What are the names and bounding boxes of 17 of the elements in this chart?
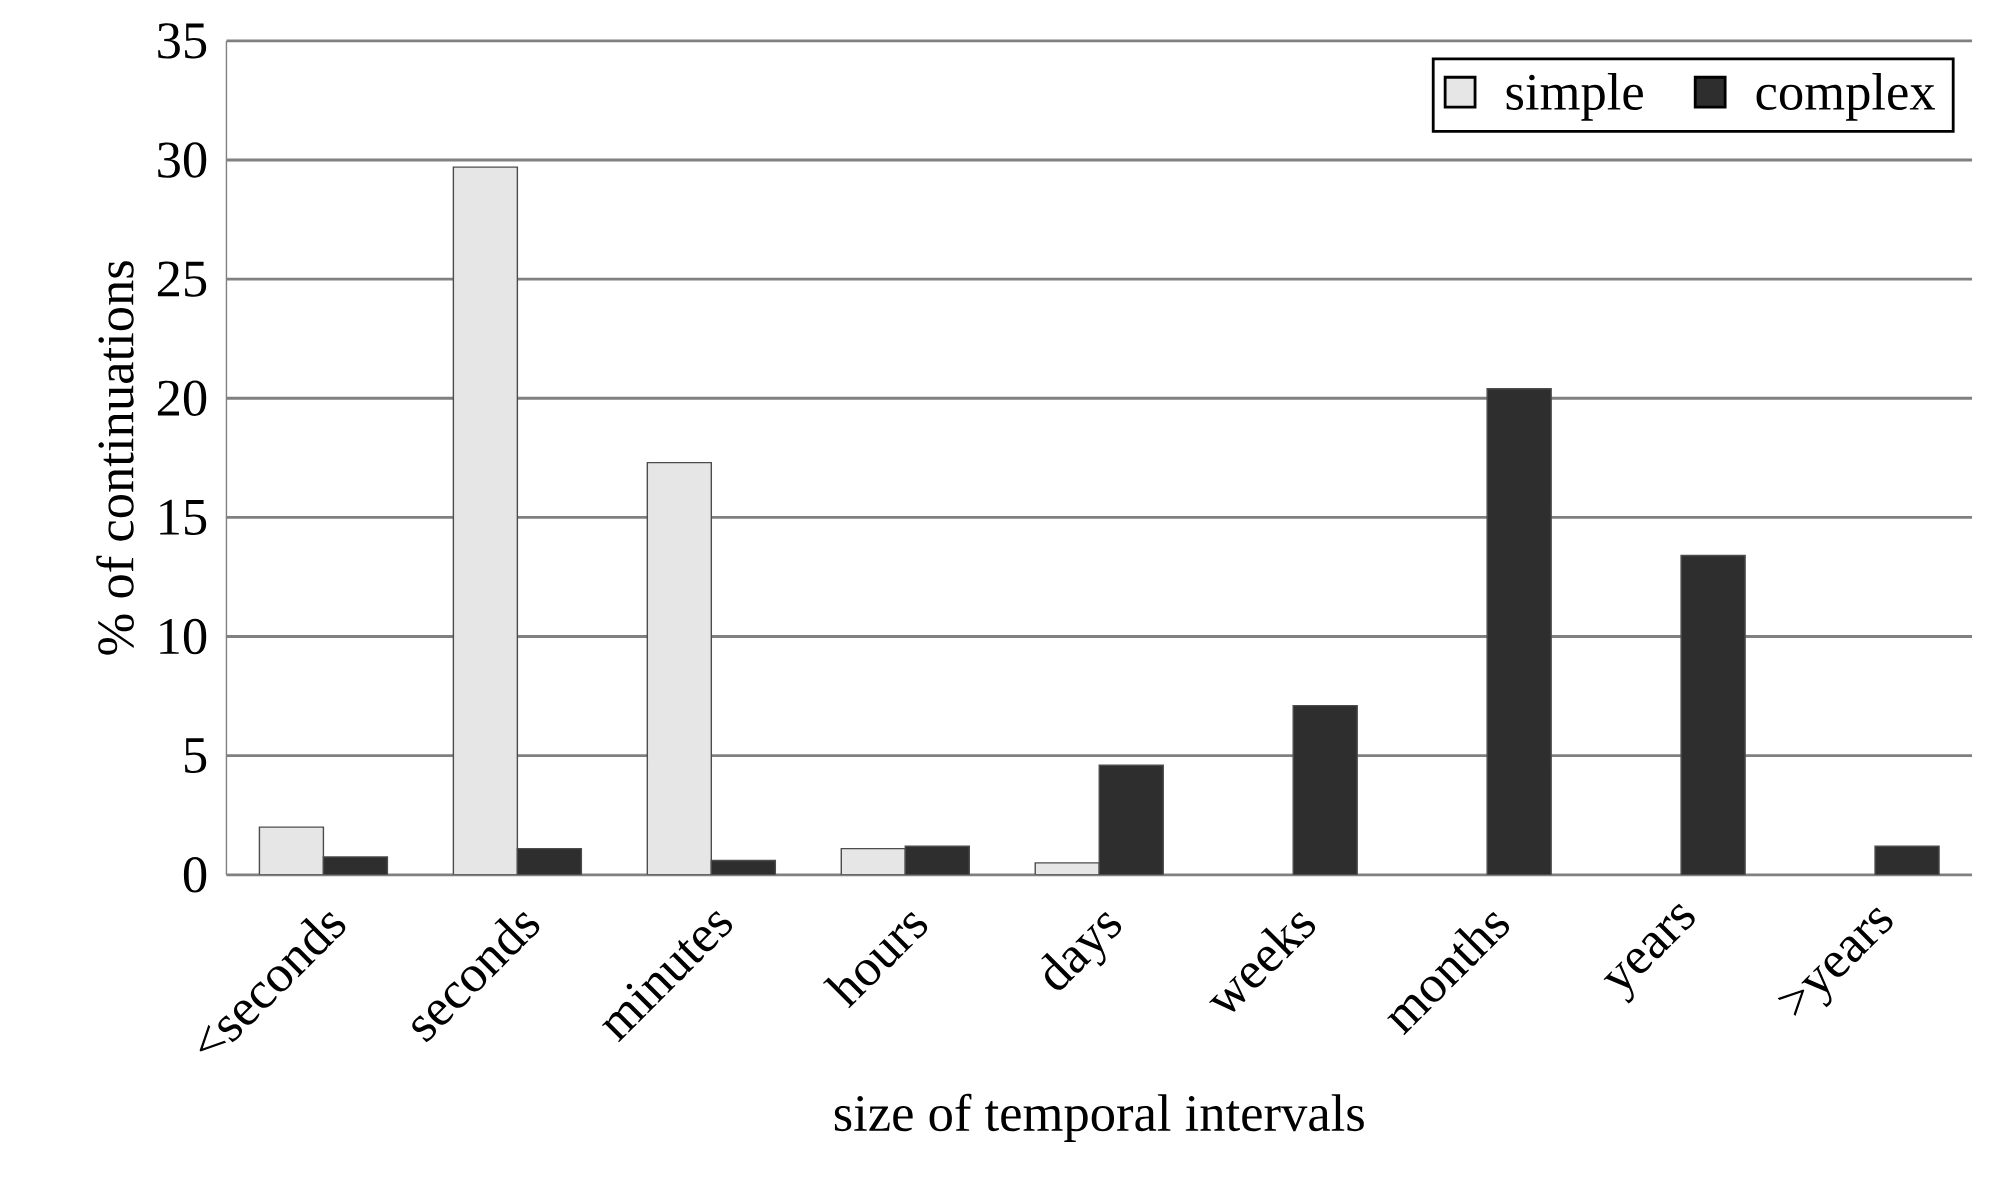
x-axis-title: size of temporal intervals bbox=[834, 1093, 1364, 1142]
y-tick-label: 30 bbox=[158, 142, 207, 178]
y-tick-label: 15 bbox=[160, 499, 207, 535]
bar bbox=[1680, 554, 1746, 875]
legend-label: simple bbox=[1506, 73, 1643, 121]
y-tick-label: 10 bbox=[160, 618, 207, 655]
y-axis-title: % of continuations bbox=[96, 261, 134, 655]
bar bbox=[1874, 845, 1940, 875]
bar bbox=[1292, 704, 1358, 875]
y-tick-label: 5 bbox=[185, 738, 207, 774]
y-tick-label: 0 bbox=[183, 857, 207, 893]
bar bbox=[1486, 388, 1552, 875]
legend-label: complex bbox=[1756, 73, 1936, 121]
x-tick-label: days bbox=[1041, 912, 1122, 990]
y-tick-label: 25 bbox=[157, 261, 207, 297]
y-tick-label: 35 bbox=[158, 23, 207, 59]
y-tick-label: 20 bbox=[157, 380, 207, 416]
